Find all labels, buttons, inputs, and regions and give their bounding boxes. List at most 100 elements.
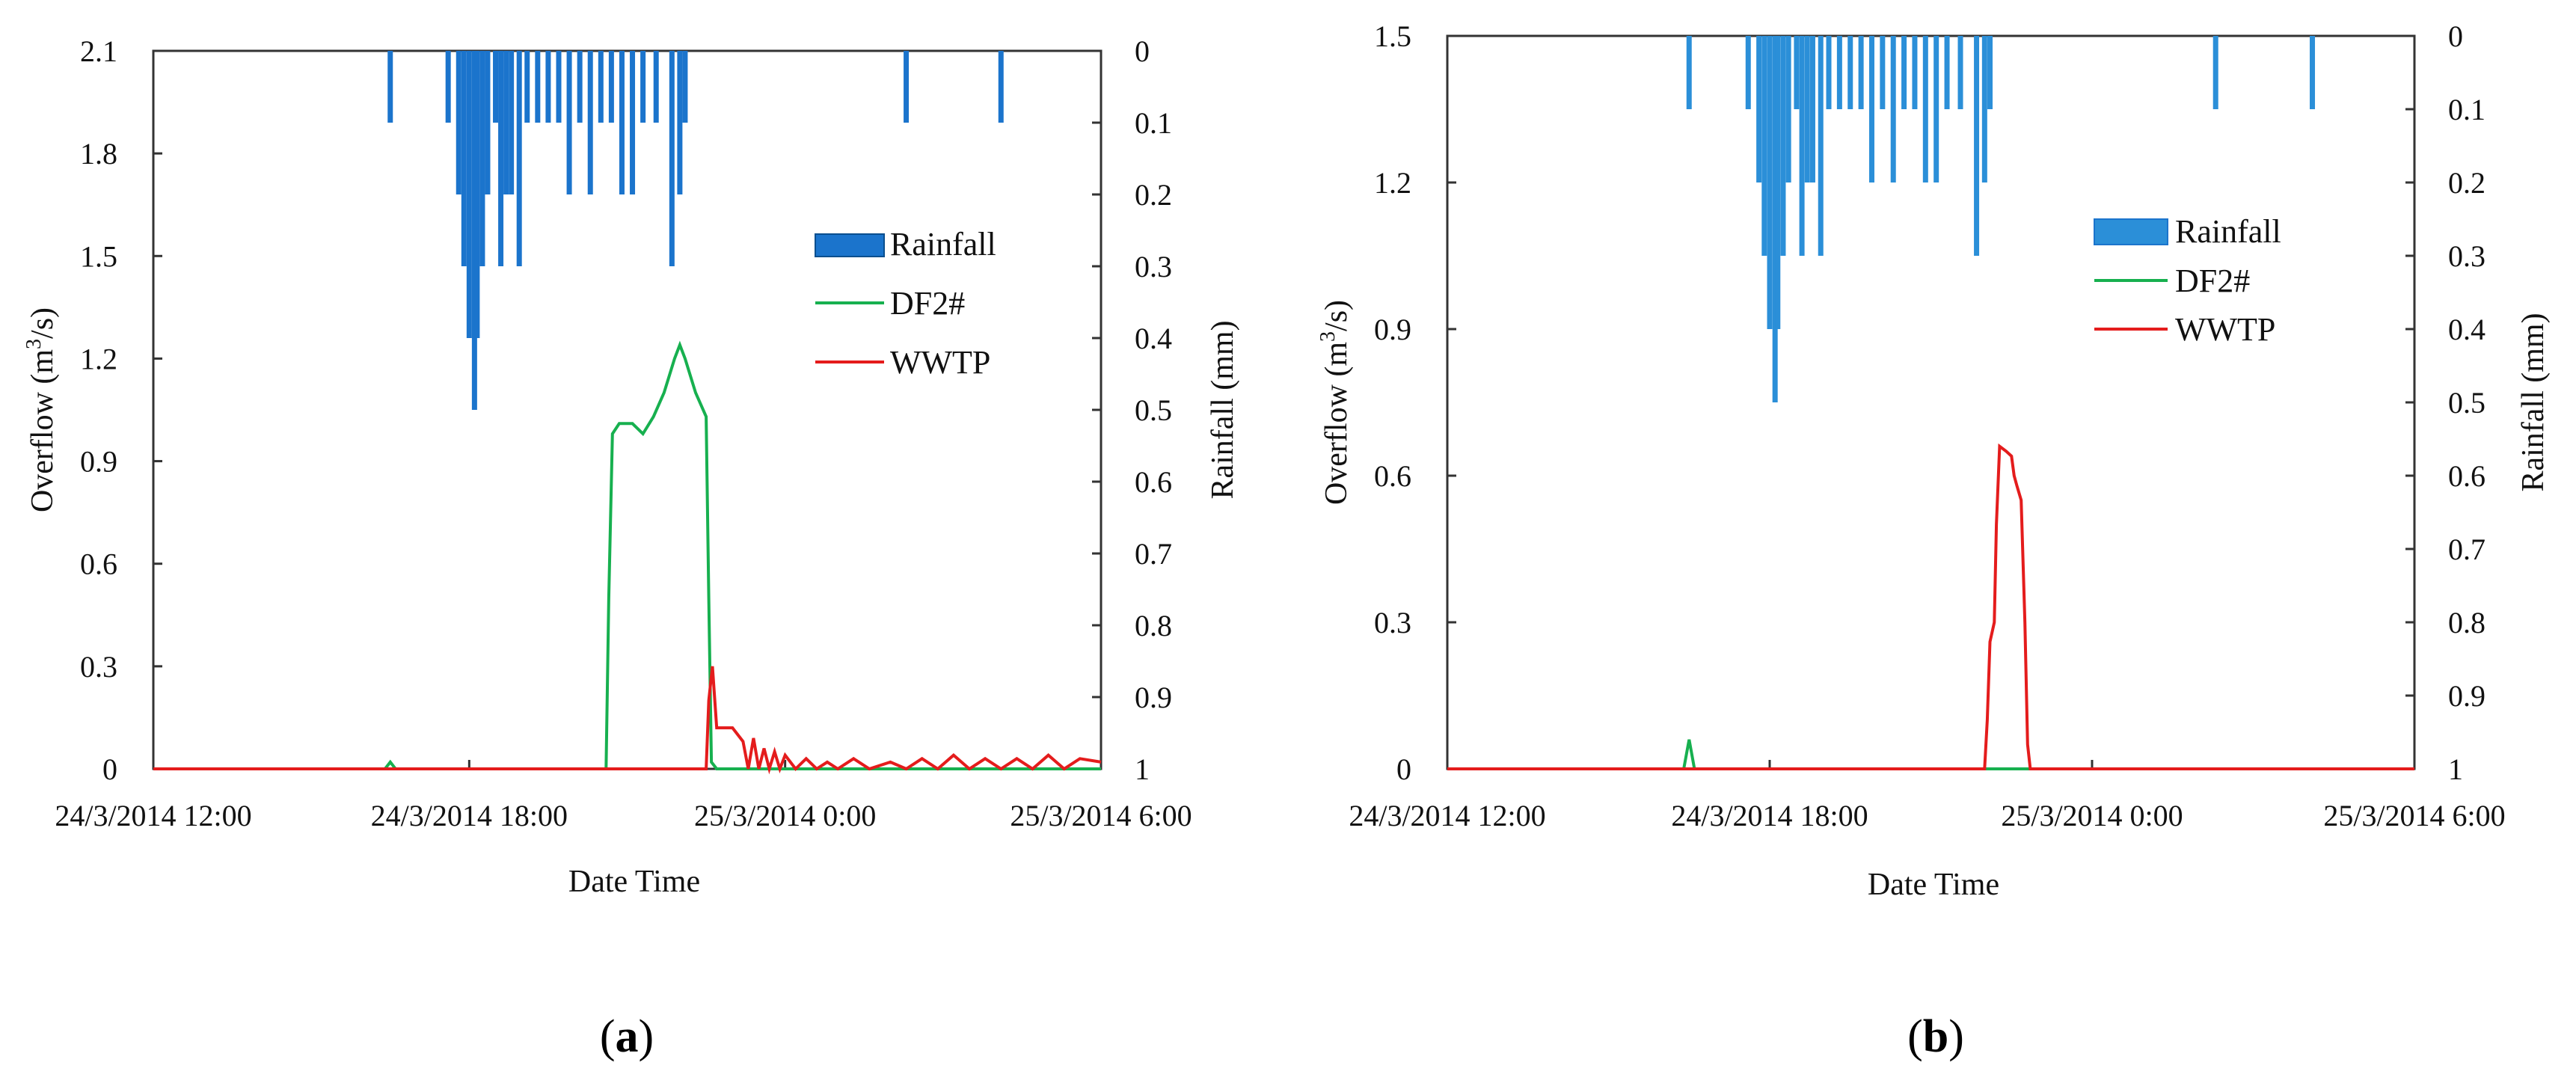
rainfall-bar <box>387 51 393 123</box>
rainfall-bar <box>998 51 1004 123</box>
legend-swatch-rainfall-b <box>2094 218 2168 245</box>
x-tick-label: 24/3/2014 18:00 <box>371 799 568 832</box>
y-tick-right-label: 0.6 <box>2448 459 2485 493</box>
rainfall-bars-a <box>387 51 1004 410</box>
x-tick-label: 24/3/2014 12:00 <box>55 799 251 832</box>
rainfall-bar <box>1785 36 1791 182</box>
y-axis-label-left-b: Overflow (m3/s) <box>1316 300 1354 505</box>
y-tick-left-label: 0.3 <box>80 650 117 684</box>
y-tick-right-label: 0.2 <box>1135 178 1172 212</box>
rainfall-bar <box>461 51 467 266</box>
rainfall-bar <box>1974 36 1980 256</box>
rainfall-bar <box>556 51 562 123</box>
y-tick-right-label: 0.9 <box>1135 681 1172 714</box>
y-tick-left-label: 0.9 <box>1374 313 1411 346</box>
rainfall-bar <box>493 51 499 123</box>
y-axis-label-right-a: Rainfall (mm) <box>1206 320 1240 499</box>
y-tick-left-label: 2.1 <box>80 34 117 68</box>
legend-label-wwtp-b: WWTP <box>2175 311 2275 348</box>
rainfall-bar <box>669 51 675 266</box>
rainfall-bar <box>498 51 504 266</box>
rainfall-bar <box>474 51 480 338</box>
rainfall-bar <box>1868 36 1874 182</box>
chart-panel-a: 00.30.60.91.21.51.82.1 00.10.20.30.40.50… <box>22 34 1240 1062</box>
y-tick-right-label: 0.1 <box>2448 93 2485 126</box>
rainfall-bar <box>640 51 646 123</box>
y-tick-left-label: 0.6 <box>80 547 117 581</box>
rainfall-bar <box>1826 36 1832 109</box>
rainfall-bar <box>587 51 593 194</box>
y-tick-right-label: 0.4 <box>2448 313 2485 346</box>
y-tick-right-label: 0.3 <box>1135 250 1172 283</box>
y-tick-left-label: 0.3 <box>1374 606 1411 639</box>
wwtp-line-b <box>1447 443 2414 770</box>
legend-label-wwtp-a: WWTP <box>890 344 990 381</box>
y-tick-left-label: 0 <box>102 752 117 786</box>
y-axis-label-left-a: Overflow (m3/s) <box>22 307 60 512</box>
rainfall-bar <box>524 51 530 123</box>
rainfall-bar <box>1847 36 1853 109</box>
df2-line-a <box>153 340 1101 770</box>
rainfall-bar <box>1780 36 1786 256</box>
rainfall-bar <box>456 51 461 194</box>
rainfall-bar <box>1686 36 1692 109</box>
rainfall-bar <box>509 51 515 194</box>
rainfall-bar <box>1987 36 1993 109</box>
legend-a: Rainfall DF2# WWTP <box>815 226 996 381</box>
rainfall-bar <box>566 51 572 194</box>
panel-label-b: (b) <box>1907 1011 1964 1062</box>
panel-label-a: (a) <box>600 1011 654 1062</box>
rainfall-bar <box>1761 36 1767 256</box>
rainfall-bar <box>1933 36 1939 182</box>
right-axis-ticks-b: 0 0.1 0.2 0.3 0.4 0.5 0.6 0.7 0.8 0.9 1 <box>2405 19 2485 786</box>
rainfall-bar <box>1772 36 1778 402</box>
y-tick-right-label: 0.5 <box>2448 386 2485 420</box>
rainfall-bar <box>1767 36 1773 329</box>
x-tick-label: 25/3/2014 0:00 <box>694 799 876 832</box>
rainfall-bar <box>1944 36 1950 109</box>
rainfall-bar <box>904 51 910 123</box>
y-tick-right-label: 0.8 <box>2448 606 2485 639</box>
chart-panel-b: 00.30.60.91.21.5 00.10.20.30.40.50.60.70… <box>1316 19 2551 1062</box>
rainfall-bar <box>545 51 551 123</box>
y-tick-left-label: 1.2 <box>1374 166 1411 200</box>
y-tick-left-label: 1.8 <box>80 137 117 171</box>
x-axis-ticks-b: 24/3/2014 12:00 24/3/2014 18:00 25/3/2014 … <box>1349 760 2506 832</box>
y-tick-right-label: 0.8 <box>1135 609 1172 642</box>
rainfall-bar <box>677 51 683 194</box>
x-tick-label: 25/3/2014 6:00 <box>1010 799 1192 832</box>
y-tick-right-label: 0.9 <box>2448 679 2485 713</box>
y-tick-right-label: 0 <box>1135 34 1150 68</box>
rainfall-bar <box>577 51 583 123</box>
y-tick-right-label: 0.1 <box>1135 106 1172 140</box>
rainfall-bar <box>516 51 522 266</box>
legend-swatch-rainfall-a <box>815 233 885 257</box>
rainfall-bar <box>1880 36 1886 109</box>
left-axis-ticks-a: 0 0.3 0.6 0.9 1.2 1.5 1.8 2.1 <box>80 34 162 786</box>
rainfall-bar <box>598 51 604 123</box>
rainfall-bar <box>1890 36 1896 182</box>
y-tick-right-label: 0.2 <box>2448 166 2485 200</box>
legend-label-df2-a: DF2# <box>890 285 965 322</box>
rainfall-bar <box>1799 36 1805 256</box>
rainfall-bar <box>1957 36 1963 109</box>
x-tick-label: 25/3/2014 0:00 <box>2001 799 2183 832</box>
rainfall-bar <box>1901 36 1907 109</box>
rainfall-bar <box>1981 36 1987 182</box>
rainfall-bar <box>479 51 485 266</box>
df2-line-b <box>1447 739 2414 770</box>
right-axis-ticks-a: 0 0.1 0.2 0.3 0.4 0.5 0.6 0.7 0.8 0.9 1 <box>1092 34 1172 786</box>
y-tick-left-label: 0.6 <box>1374 459 1411 493</box>
x-tick-label: 25/3/2014 6:00 <box>2323 799 2505 832</box>
rainfall-bar <box>503 51 509 194</box>
y-tick-left-label: 0 <box>1396 752 1411 786</box>
plot-area-a <box>152 49 1103 770</box>
rainfall-bar <box>1922 36 1928 182</box>
y-tick-left-label: 1.5 <box>80 239 117 273</box>
rainfall-bar <box>471 51 477 410</box>
rainfall-bar <box>619 51 625 194</box>
y-tick-right-label: 0 <box>2448 19 2463 53</box>
rainfall-bar <box>1794 36 1800 109</box>
y-tick-left-label: 1.5 <box>1374 19 1411 53</box>
